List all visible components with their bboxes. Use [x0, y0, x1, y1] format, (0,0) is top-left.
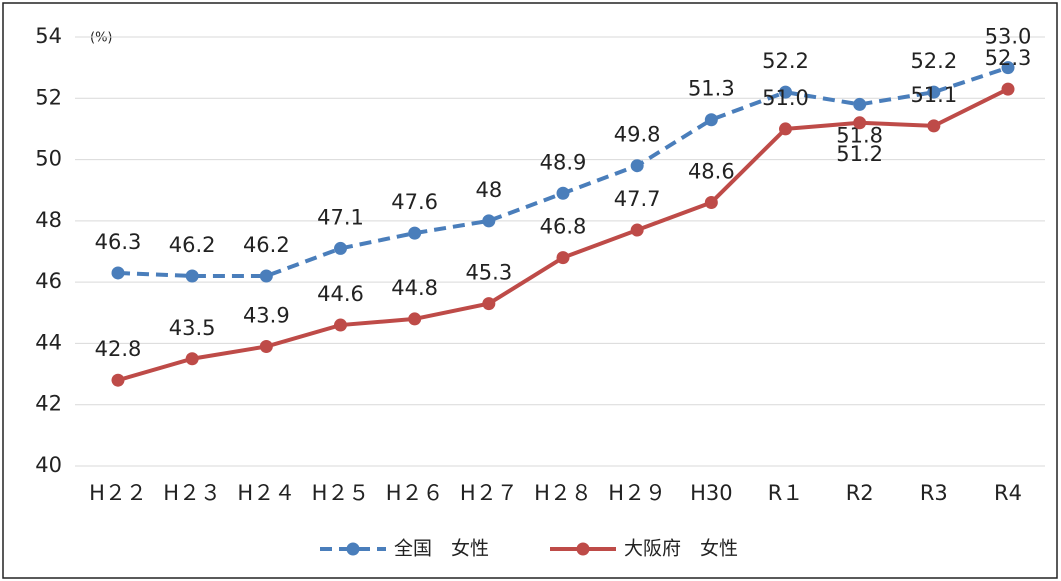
- data-point: [704, 113, 718, 127]
- y-tick-label: 44: [35, 330, 62, 354]
- x-tick-label: H２９: [608, 481, 666, 505]
- data-label: 51.2: [836, 142, 883, 166]
- x-tick-label: H２２: [89, 481, 147, 505]
- data-point: [556, 251, 570, 265]
- data-point: [482, 214, 496, 228]
- y-tick-label: 54: [35, 24, 62, 48]
- data-point: [853, 116, 867, 130]
- x-tick-label: R2: [846, 481, 874, 505]
- data-label: 51.1: [910, 83, 957, 107]
- data-point: [111, 266, 125, 280]
- legend-label: 全国 女性: [394, 538, 489, 560]
- legend-label: 大阪府 女性: [624, 538, 738, 560]
- x-tick-label: R3: [920, 481, 948, 505]
- data-label: 47.1: [317, 205, 364, 229]
- data-point: [185, 269, 199, 283]
- data-point: [482, 297, 496, 311]
- data-point: [1001, 82, 1015, 96]
- y-tick-label: 50: [35, 147, 62, 171]
- x-tick-label: R4: [994, 481, 1022, 505]
- data-label: 53.0: [985, 25, 1032, 49]
- data-point: [779, 122, 792, 136]
- data-label: 42.8: [95, 337, 142, 361]
- data-label: 43.9: [243, 303, 290, 327]
- x-tick-label: R１: [768, 481, 804, 505]
- y-tick-label: 48: [35, 208, 62, 232]
- data-label: 48: [475, 178, 502, 202]
- data-label: 51.0: [762, 86, 809, 110]
- data-label: 48.6: [688, 159, 735, 183]
- x-tick-label: H30: [690, 481, 733, 505]
- x-tick-label: H２４: [237, 481, 295, 505]
- data-label: 45.3: [465, 261, 512, 285]
- y-tick-label: 40: [35, 453, 62, 477]
- y-tick-label: 42: [35, 392, 62, 416]
- data-label: 52.2: [762, 49, 809, 73]
- data-label: 47.7: [614, 187, 661, 211]
- data-point: [334, 318, 347, 332]
- data-point: [334, 241, 347, 255]
- data-point: [779, 85, 792, 99]
- unit-annotation: (%): [90, 31, 113, 46]
- data-point: [408, 312, 422, 326]
- data-label: 52.3: [985, 46, 1032, 70]
- data-label: 47.6: [391, 190, 438, 214]
- data-point: [185, 352, 199, 366]
- legend-marker: [576, 542, 590, 556]
- x-tick-label: H２７: [460, 481, 518, 505]
- data-label: 44.6: [317, 282, 364, 306]
- data-label: 43.5: [169, 316, 216, 340]
- data-point: [259, 269, 273, 283]
- data-point: [927, 85, 941, 99]
- data-point: [408, 226, 422, 240]
- y-tick-label: 52: [35, 85, 62, 109]
- data-label: 46.2: [169, 233, 216, 257]
- data-point: [853, 97, 867, 111]
- data-point: [556, 186, 570, 200]
- legend-marker: [346, 542, 360, 556]
- data-point: [111, 373, 125, 387]
- data-label: 51.3: [688, 77, 735, 101]
- data-point: [630, 159, 644, 173]
- data-point: [704, 195, 718, 209]
- data-label: 44.8: [391, 276, 438, 300]
- data-label: 46.2: [243, 233, 290, 257]
- data-label: 46.3: [95, 230, 142, 254]
- x-tick-label: H２３: [163, 481, 221, 505]
- data-point: [630, 223, 644, 237]
- data-label: 48.9: [540, 150, 587, 174]
- x-tick-label: H２８: [534, 481, 592, 505]
- data-point: [1001, 61, 1015, 75]
- data-label: 49.8: [614, 123, 661, 147]
- x-tick-label: H２６: [386, 481, 444, 505]
- x-tick-label: H２５: [312, 481, 370, 505]
- data-point: [259, 339, 273, 353]
- y-tick-label: 46: [35, 269, 62, 293]
- data-label: 52.2: [910, 49, 957, 73]
- data-point: [927, 119, 941, 133]
- data-label: 46.8: [540, 215, 587, 239]
